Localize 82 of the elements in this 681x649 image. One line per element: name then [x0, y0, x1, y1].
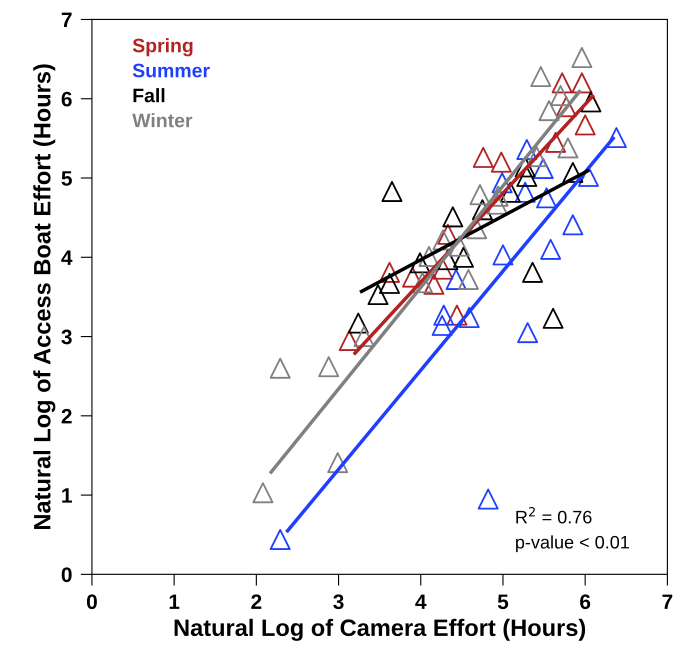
point — [448, 236, 470, 257]
point — [327, 452, 348, 474]
point — [571, 72, 592, 94]
point — [423, 274, 444, 295]
point — [433, 304, 454, 326]
point — [545, 132, 566, 153]
point — [446, 304, 468, 326]
point — [486, 194, 508, 215]
y-tick-label: 3 — [61, 330, 72, 344]
x-tick-label: 6 — [580, 594, 590, 610]
point — [580, 91, 602, 112]
y-tick-label: 0 — [62, 567, 72, 582]
point — [252, 482, 274, 504]
point — [348, 312, 369, 334]
point — [354, 326, 375, 348]
x-tick-label: 1 — [170, 594, 180, 609]
point — [432, 314, 453, 336]
point — [514, 182, 536, 203]
point — [571, 47, 592, 68]
point — [574, 114, 596, 136]
point — [492, 172, 513, 194]
point — [536, 187, 558, 208]
point — [379, 262, 400, 283]
y-tick-label: 2 — [62, 408, 72, 424]
point — [453, 246, 474, 268]
point — [532, 158, 554, 179]
y-tick-label: 6 — [62, 92, 72, 106]
point — [516, 138, 538, 160]
point — [458, 307, 480, 328]
point — [578, 166, 599, 187]
x-tick-label: 2 — [251, 594, 262, 609]
point — [418, 246, 440, 267]
point — [458, 269, 479, 290]
point — [318, 356, 340, 378]
text: Spring — [132, 38, 192, 56]
y-tick-label: 1 — [62, 488, 72, 503]
point — [530, 66, 552, 88]
point — [490, 152, 512, 173]
y-tick-label: 7 — [62, 12, 72, 28]
point — [472, 146, 494, 168]
point — [542, 308, 564, 329]
point — [270, 358, 291, 379]
text: Summer — [132, 64, 210, 78]
y-axis-title: Natural Log of Access Boat Effort (Hours) — [33, 64, 56, 530]
point — [379, 272, 400, 294]
point — [442, 206, 464, 228]
point — [368, 284, 388, 306]
point — [552, 72, 573, 94]
text: Fall — [134, 88, 164, 102]
annotation: p-value < 0.01 — [516, 535, 629, 552]
point — [517, 322, 538, 344]
x-tick-label: 3 — [333, 594, 344, 610]
point — [540, 238, 562, 260]
point — [382, 181, 402, 202]
point — [562, 214, 584, 236]
point — [469, 184, 490, 206]
y-tick-label: 4 — [61, 250, 72, 265]
x-tick-label: 0 — [86, 594, 97, 610]
point — [409, 252, 430, 274]
point — [556, 96, 577, 118]
point — [478, 488, 499, 510]
annotation: R$^{2}$ = 0.76 — [516, 507, 592, 524]
point — [446, 269, 467, 290]
x-tick-label: 4 — [415, 594, 426, 609]
point — [500, 182, 521, 203]
point — [412, 272, 433, 294]
point — [538, 100, 560, 122]
point — [432, 229, 454, 250]
point — [338, 330, 360, 351]
x-tick-label: 5 — [498, 594, 508, 610]
point — [550, 85, 571, 106]
point — [557, 137, 578, 158]
x-axis-title: Natural Log of Camera Effort (Hours) — [174, 618, 586, 641]
text: Winter — [132, 113, 192, 128]
x-tick-label: 7 — [662, 594, 672, 609]
point — [606, 127, 627, 148]
point — [522, 262, 544, 283]
point — [526, 146, 548, 168]
point — [562, 162, 584, 183]
point — [270, 529, 291, 550]
y-tick-label: 5 — [62, 171, 72, 186]
point — [492, 244, 514, 266]
